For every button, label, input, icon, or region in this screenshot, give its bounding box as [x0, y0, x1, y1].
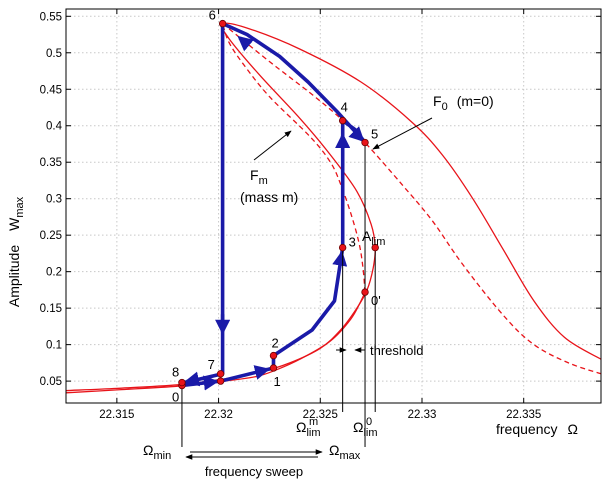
Fm-label: Fm [250, 167, 268, 187]
state-point-label: 1 [273, 374, 280, 389]
state-point-marker [216, 370, 225, 378]
Fm-pointer-arrow [253, 130, 292, 161]
state-point-marker [371, 243, 379, 252]
x-axis-label: frequency Ω [496, 421, 578, 437]
y-tick-label: 0.35 [40, 157, 62, 169]
Alim-label: Alim [362, 228, 385, 248]
frequency-sweep-arrows [185, 449, 323, 460]
threshold-label: threshold [370, 343, 423, 358]
x-tick-label: 22.335 [506, 409, 541, 421]
state-point-label: 3 [349, 235, 356, 250]
state-point-marker [216, 377, 225, 385]
sweep-arrow [253, 365, 271, 380]
y-tick-label: 0.1 [46, 340, 62, 352]
state-point-label: 5 [371, 127, 378, 142]
Fm-mass-label: (mass m) [240, 189, 298, 205]
plot-frame [65, 8, 602, 404]
x-tick-label: 22.325 [303, 409, 338, 421]
grid-lines [66, 9, 601, 403]
curve-Fm-dashed-upper [222, 23, 602, 375]
state-point-marker [338, 243, 347, 252]
y-axis-label: AmplitudeWmax [6, 196, 26, 307]
curve-F0-solid [65, 22, 602, 392]
omega-lim-0-sup: 0 [366, 416, 372, 428]
state-point-label: 4 [341, 100, 348, 115]
y-tick-label: 0.15 [40, 303, 62, 315]
omega-lim-0-label: Ωlim [353, 419, 378, 439]
state-point-marker [361, 138, 369, 147]
state-point-label: 7 [208, 357, 215, 372]
y-tick-label: 0.25 [40, 230, 62, 242]
y-tick-label: 0.55 [40, 11, 62, 23]
state-point-marker [361, 288, 369, 296]
sweep-arrow [237, 35, 254, 52]
x-tick-label: 22.33 [408, 409, 437, 421]
x-tick-label: 22.315 [99, 409, 134, 421]
omega-max-label: Ωmax [329, 442, 361, 462]
state-point-label: 0 [172, 389, 179, 404]
state-point-marker [178, 378, 186, 387]
state-point-marker [338, 116, 347, 125]
x-tick-label: 22.32 [204, 409, 233, 421]
state-point-label: 8 [172, 365, 179, 380]
F0-label: F0 (m=0) [433, 93, 494, 113]
y-tick-label: 0.4 [46, 121, 63, 133]
omega-lim-m-label: Ωlim [296, 419, 321, 439]
y-tick-label: 0.2 [46, 267, 62, 279]
state-point-label: 0' [371, 293, 381, 308]
y-tick-label: 0.05 [40, 376, 62, 388]
state-point-label: 6 [209, 8, 216, 23]
state-point-label: 2 [271, 336, 278, 351]
frequency-sweep-label: frequency sweep [205, 464, 303, 479]
curve-Fm-dashed-lower [221, 23, 366, 293]
omega-lim-m-sup: m [309, 416, 318, 428]
state-point-marker [269, 364, 278, 372]
state-point-marker [218, 19, 227, 28]
omega-min-label: Ωmin [143, 442, 171, 462]
axis-ticks: 22.315 22.32 22.325 22.33 22.335 0.05 0.1 0.15 0… [40, 9, 601, 421]
y-tick-label: 0.45 [40, 84, 62, 96]
state-point-marker [269, 351, 278, 360]
y-tick-label: 0.5 [46, 48, 62, 60]
y-tick-label: 0.3 [46, 194, 62, 206]
response-curves [65, 22, 602, 394]
sweep-arrow [348, 126, 365, 143]
F0-pointer-arrow [372, 117, 433, 150]
state-points: 0 8 1 2 7 3 4 5 6 0' [172, 8, 381, 405]
